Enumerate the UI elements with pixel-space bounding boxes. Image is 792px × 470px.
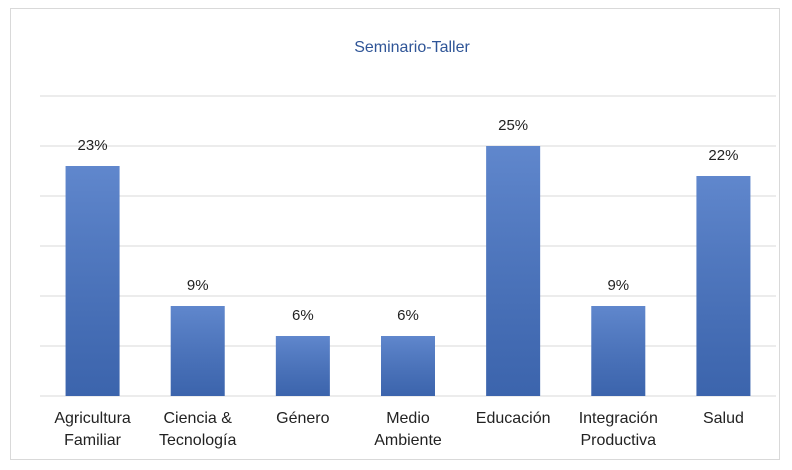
data-label: 23% xyxy=(78,137,108,154)
bar-shade xyxy=(696,176,751,396)
x-tick-label: Salud xyxy=(702,410,744,427)
x-tick-label: Agricultura Familiar xyxy=(54,410,131,449)
x-tick-label: Educación xyxy=(475,410,551,427)
x-tick-label: Medio Ambiente xyxy=(374,410,442,449)
bar-shade xyxy=(275,336,330,396)
data-label: 22% xyxy=(708,147,738,164)
bar-shade xyxy=(170,306,225,396)
bar-shade xyxy=(591,306,646,396)
data-label: 6% xyxy=(397,307,419,324)
data-label: 25% xyxy=(498,117,528,134)
x-tick-label: Integración Productiva xyxy=(578,410,658,449)
data-label: 9% xyxy=(607,277,629,294)
data-label: 6% xyxy=(292,307,314,324)
chart-title: Seminario-Taller xyxy=(354,39,470,56)
bar-shade xyxy=(381,336,435,396)
data-label: 9% xyxy=(187,277,209,294)
x-tick-label: Ciencia & Tecnología xyxy=(159,410,237,449)
bar-shade xyxy=(486,146,541,396)
chart-frame xyxy=(10,8,780,460)
x-tick-label: Género xyxy=(276,410,330,427)
bar-shade xyxy=(65,166,120,396)
